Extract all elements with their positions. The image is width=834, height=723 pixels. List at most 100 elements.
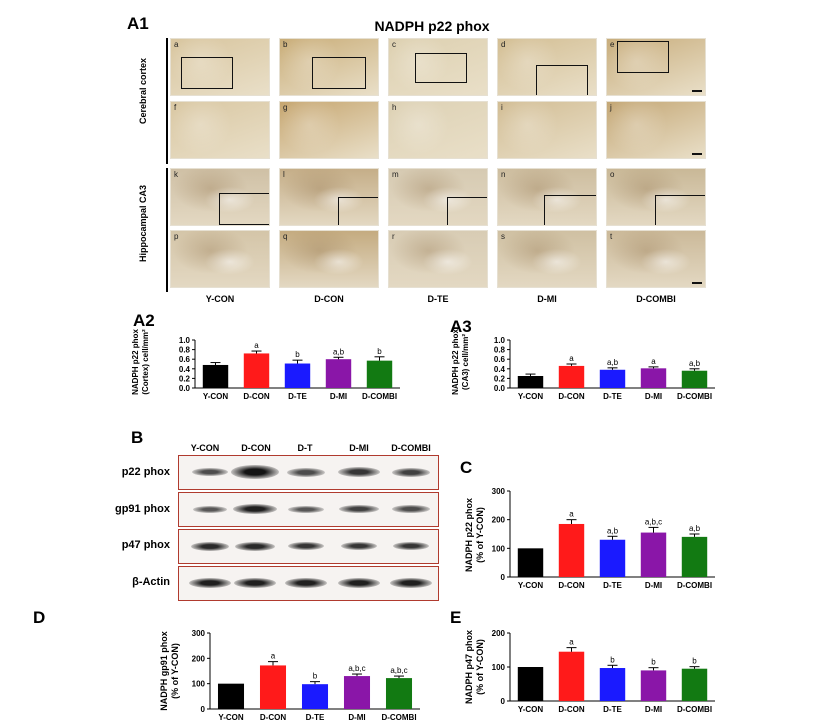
lane-label-d-con: D-CON: [241, 443, 271, 453]
bar-d-combi: [681, 536, 708, 577]
micrograph-letter: s: [501, 232, 505, 241]
y-axis-label: NADPH p22 phox (Cortex) cell/mm²: [131, 329, 150, 395]
blot-band: [189, 578, 231, 588]
bar-d-mi: [325, 359, 352, 388]
blot-band: [392, 505, 430, 513]
bar-y-con: [517, 548, 544, 577]
micrograph-letter: c: [392, 40, 396, 49]
lane-label-d-mi: D-MI: [349, 443, 369, 453]
micrograph-letter: f: [174, 103, 177, 112]
significance-label: b: [295, 350, 300, 359]
blot-band: [231, 465, 279, 479]
significance-label: b: [651, 658, 656, 667]
chart-d: D 0 100 200 300 NADPH gp91 phox (% of Y-CON) Y-…: [33, 608, 420, 722]
y-axis-label-line2: (% of Y-CON): [475, 639, 485, 695]
bar-d-con: [259, 665, 287, 709]
bar-d-combi: [385, 678, 413, 709]
y-axis-label-line1: NADPH p22 phox: [131, 329, 140, 395]
y-axis-label-line2: (CA3) cell/mm²: [461, 334, 470, 390]
category-label: D-MI: [348, 713, 365, 722]
significance-label: a,b,c: [390, 666, 407, 675]
micrograph-letter: g: [283, 103, 288, 112]
significance-label: a: [651, 357, 656, 366]
micrograph-e: e: [606, 38, 706, 96]
y-tick-label: 100: [492, 544, 506, 553]
significance-label: a: [254, 341, 259, 350]
bar-d-te: [599, 668, 626, 701]
blot-band: [339, 505, 379, 513]
micrograph-letter: p: [174, 232, 179, 241]
micrograph-letter: l: [283, 170, 285, 179]
category-label: D-CON: [260, 713, 286, 722]
bar-y-con: [517, 376, 544, 388]
y-tick-label: 0.4: [494, 365, 506, 374]
zoom-region-box: [617, 41, 669, 73]
micrograph-q: q: [279, 230, 379, 288]
category-label: D-COMBI: [677, 581, 712, 590]
category-label: D-MI: [645, 392, 662, 401]
y-tick-label: 0.8: [494, 346, 506, 355]
zoom-region-box: [415, 53, 467, 83]
scale-bar: [692, 90, 702, 92]
y-tick-label: 0.8: [179, 346, 191, 355]
significance-label: a,b: [607, 358, 619, 367]
y-tick-label: 0.0: [179, 384, 191, 393]
blot-band: [285, 578, 327, 588]
significance-label: a: [569, 638, 574, 647]
y-tick-label: 200: [192, 654, 206, 663]
micrograph-letter: e: [610, 40, 615, 49]
blot-band: [390, 578, 432, 588]
micrograph-letter: o: [610, 170, 615, 179]
row-label-ca3: Hippocampal CA3: [138, 184, 148, 262]
micrograph-t: t: [606, 230, 706, 288]
blot-band: [233, 504, 277, 514]
y-tick-label: 100: [192, 680, 206, 689]
micrograph-letter: m: [392, 170, 399, 179]
category-label: D-MI: [645, 705, 662, 714]
zoom-region-box: [338, 197, 378, 225]
category-label: Y-CON: [518, 581, 544, 590]
micrograph-o: o: [606, 168, 706, 226]
y-axis-label-line1: NADPH gp91 phox: [159, 631, 169, 711]
y-tick-label: 0.2: [494, 374, 506, 383]
category-label: Y-CON: [518, 392, 544, 401]
micrograph-j: j: [606, 101, 706, 159]
y-tick-label: 1.0: [494, 336, 506, 345]
category-label: D-TE: [603, 705, 622, 714]
significance-label: b: [692, 657, 697, 666]
micrograph-f: f: [170, 101, 270, 159]
blot-band: [235, 541, 275, 551]
panel-label-e: E: [450, 608, 461, 627]
chart-a3: A3 0.00.20.40.60.81.0 NADPH p22 phox (CA3) …: [450, 317, 715, 401]
category-label: D-CON: [558, 705, 584, 714]
blot-band: [288, 505, 324, 513]
bar-d-mi: [640, 670, 667, 701]
panel-label-a3: A3: [450, 317, 472, 336]
micrograph-c: c: [388, 38, 488, 96]
bar-d-con: [558, 365, 585, 388]
y-tick-label: 0.0: [494, 384, 506, 393]
significance-label: a: [569, 510, 574, 519]
y-tick-label: 300: [192, 629, 206, 638]
protein-label-p47: p47 phox: [121, 539, 170, 551]
significance-label: b: [610, 655, 615, 664]
blot-band: [191, 541, 229, 551]
significance-label: a,b: [689, 524, 701, 533]
micrograph-letter: a: [174, 40, 179, 49]
y-tick-label: 1.0: [179, 336, 191, 345]
scale-bar: [692, 282, 702, 284]
chart-e: E 0 100 200 NADPH p47 phox (% of Y-CON) Y-CON a…: [450, 608, 715, 714]
y-tick-label: 0: [201, 705, 206, 714]
zoom-region-box: [447, 197, 487, 225]
micrograph-letter: q: [283, 232, 288, 241]
significance-label: a,b: [333, 347, 345, 356]
category-label: Y-CON: [518, 705, 544, 714]
figure-title: NADPH p22 phox: [374, 18, 490, 34]
lane-label-y-con: Y-CON: [190, 443, 220, 453]
significance-label: a,b,c: [645, 517, 662, 526]
micrograph-letter: j: [610, 103, 612, 112]
zoom-region-box: [544, 195, 596, 225]
micrograph-letter: d: [501, 40, 506, 49]
protein-label-p22: p22 phox: [121, 466, 170, 478]
y-axis-label-line2: (% of Y-CON): [475, 507, 485, 563]
